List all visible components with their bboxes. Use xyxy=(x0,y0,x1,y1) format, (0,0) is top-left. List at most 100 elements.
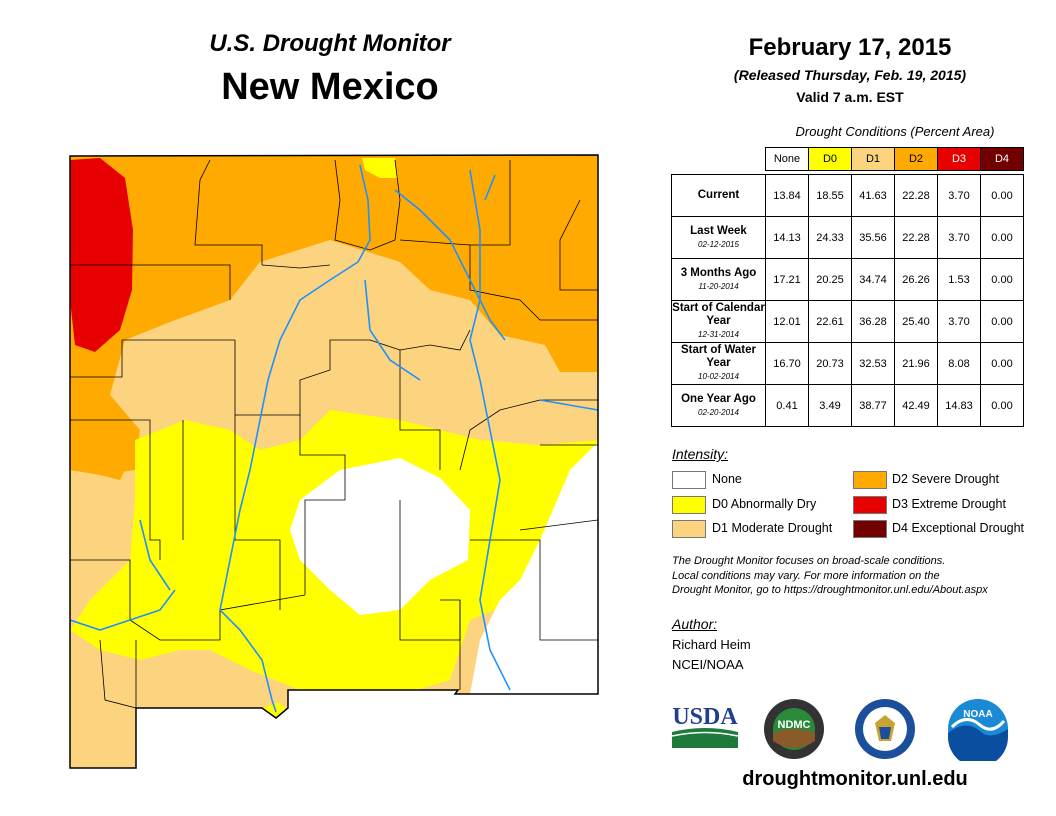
row-date: 02-12-2015 xyxy=(698,239,739,249)
table-row: Start of Water Year 10-02-2014 16.70 20.73 3… xyxy=(671,342,1024,385)
noaa-logo: NOAA xyxy=(948,699,1008,761)
note-line: The Drought Monitor focuses on broad-sca… xyxy=(672,555,946,567)
info-note: The Drought Monitor focuses on broad-sca… xyxy=(672,554,1052,598)
table-cell: 20.73 xyxy=(808,342,852,385)
noaa-logo-text: NOAA xyxy=(963,709,992,720)
table-cell: 1.53 xyxy=(937,258,981,301)
table-cell: 16.70 xyxy=(765,342,809,385)
rivers xyxy=(70,164,598,713)
ndmc-logo: NDMC xyxy=(764,699,824,759)
row-date: 02-20-2014 xyxy=(698,407,739,417)
state-title: New Mexico xyxy=(221,66,439,108)
row-date: 11-20-2014 xyxy=(698,281,739,291)
table-body: Current 13.84 18.55 41.63 22.28 3.70 0.00 Last … xyxy=(671,174,1024,427)
table-cell: 17.21 xyxy=(765,258,809,301)
row-label: Last Week 02-12-2015 xyxy=(671,216,766,259)
table-cell: 41.63 xyxy=(851,174,895,217)
table-cell: 21.96 xyxy=(894,342,938,385)
table-cell: 26.26 xyxy=(894,258,938,301)
table-cell: 0.00 xyxy=(980,342,1024,385)
row-label: Start of Water Year 10-02-2014 xyxy=(671,342,766,385)
col-d0: D0 xyxy=(808,147,852,171)
note-line: Drought Monitor, go to https://droughtmo… xyxy=(672,584,988,596)
col-d2: D2 xyxy=(894,147,938,171)
row-label-text: One Year Ago xyxy=(681,392,756,405)
table-cell: 3.49 xyxy=(808,384,852,427)
new-mexico-drought-map xyxy=(69,154,599,769)
legend-swatch xyxy=(853,520,887,538)
row-label: One Year Ago 02-20-2014 xyxy=(671,384,766,427)
legend-swatch xyxy=(853,496,887,514)
county-lines xyxy=(70,159,598,709)
table-cell: 20.25 xyxy=(808,258,852,301)
doc-seal-logo xyxy=(855,699,915,759)
table-cell: 14.83 xyxy=(937,384,981,427)
table-header-row: None D0 D1 D2 D3 D4 xyxy=(672,147,1024,171)
table-cell: 24.33 xyxy=(808,216,852,259)
table-row: 3 Months Ago 11-20-2014 17.21 20.25 34.74 26.… xyxy=(671,258,1024,301)
author-org: NCEI/NOAA xyxy=(672,657,744,672)
none-area-central xyxy=(290,458,470,615)
table-cell: 0.00 xyxy=(980,216,1024,259)
legend-label: D4 Exceptional Drought xyxy=(892,521,1025,535)
table-cell: 3.70 xyxy=(937,216,981,259)
table-cell: 22.28 xyxy=(894,174,938,217)
table-cell: 12.01 xyxy=(765,300,809,343)
table-cell: 0.00 xyxy=(980,174,1024,217)
state-border xyxy=(69,154,599,769)
table-cell: 0.41 xyxy=(765,384,809,427)
legend-label: None xyxy=(712,472,742,486)
table-cell: 22.28 xyxy=(894,216,938,259)
drought-conditions-table: None D0 D1 D2 D3 D4 Current 13.84 18.55 41.… xyxy=(671,147,1024,427)
row-label: Current xyxy=(671,174,766,217)
legend-label: D1 Moderate Drought xyxy=(712,521,833,535)
table-cell: 8.08 xyxy=(937,342,981,385)
d2-severe-area-north xyxy=(70,155,598,475)
row-label-text: Start of Water Year xyxy=(681,344,756,369)
table-row: Current 13.84 18.55 41.63 22.28 3.70 0.00 xyxy=(671,174,1024,217)
table-cell: 3.70 xyxy=(937,300,981,343)
table-cell: 38.77 xyxy=(851,384,895,427)
table-cell: 22.61 xyxy=(808,300,852,343)
legend-swatch xyxy=(672,520,706,538)
col-d3: D3 xyxy=(937,147,981,171)
legend-swatch xyxy=(853,471,887,489)
none-area-southeast xyxy=(470,440,598,694)
d2-severe-area-west xyxy=(70,420,130,480)
table-cell: 0.00 xyxy=(980,258,1024,301)
table-cell: 18.55 xyxy=(808,174,852,217)
valid-time: Valid 7 a.m. EST xyxy=(796,89,904,105)
row-label-text: 3 Months Ago xyxy=(680,266,757,279)
table-row: Start of Calendar Year 12-31-2014 12.01 22.… xyxy=(671,300,1024,343)
legend-label: D0 Abnormally Dry xyxy=(712,497,817,511)
table-title: Drought Conditions (Percent Area) xyxy=(795,124,995,139)
row-label: 3 Months Ago 11-20-2014 xyxy=(671,258,766,301)
table-cell: 34.74 xyxy=(851,258,895,301)
release-date: (Released Thursday, Feb. 19, 2015) xyxy=(733,67,967,83)
row-label-text: Last Week xyxy=(690,224,747,237)
table-cell: 35.56 xyxy=(851,216,895,259)
legend-title: Intensity: xyxy=(672,446,729,462)
row-label-text: Start of Calendar Year xyxy=(672,302,765,327)
legend-swatch xyxy=(672,471,706,489)
row-label: Start of Calendar Year 12-31-2014 xyxy=(671,300,766,343)
ndmc-logo-text: NDMC xyxy=(778,719,811,731)
table-cell: 0.00 xyxy=(980,300,1024,343)
website-url[interactable]: droughtmonitor.unl.edu xyxy=(742,768,968,790)
table-cell: 3.70 xyxy=(937,174,981,217)
author-title: Author: xyxy=(672,616,718,632)
table-row: Last Week 02-12-2015 14.13 24.33 35.56 22.28 3… xyxy=(671,216,1024,259)
table-cell: 42.49 xyxy=(894,384,938,427)
author-name: Richard Heim xyxy=(672,637,751,652)
row-label-text: Current xyxy=(697,189,740,201)
legend-label: D3 Extreme Drought xyxy=(892,497,1006,511)
table-cell: 0.00 xyxy=(980,384,1024,427)
col-d4: D4 xyxy=(980,147,1024,171)
row-date: 10-02-2014 xyxy=(698,372,739,381)
d3-extreme-area xyxy=(70,158,133,352)
table-cell: 36.28 xyxy=(851,300,895,343)
table-cell: 32.53 xyxy=(851,342,895,385)
d0-dry-area-north xyxy=(362,158,398,178)
legend-swatch xyxy=(672,496,706,514)
usda-logo: USDA xyxy=(671,704,738,748)
